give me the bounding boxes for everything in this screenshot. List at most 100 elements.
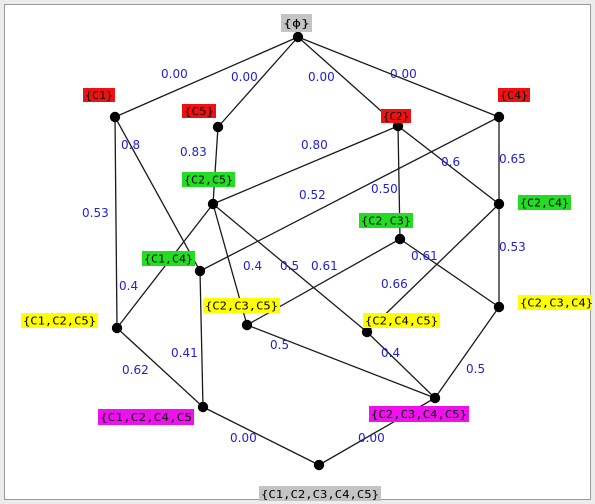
edge-weight-c1c4-c1c2c4c5: 0.41 xyxy=(171,346,198,360)
edge-weight-c2c4-c2c4c5: 0.66 xyxy=(381,277,408,291)
node-label-text-c1c4: {C1,C4} xyxy=(144,253,193,266)
edge-weight-c4-c2c4: 0.65 xyxy=(499,152,526,166)
edge-c1c2c4c5-all xyxy=(202,406,320,466)
node-empty[interactable] xyxy=(292,31,304,43)
node-label-text-c2c5: {C2,C5} xyxy=(184,174,233,187)
node-c1[interactable] xyxy=(109,111,121,123)
node-label-bg-c4 xyxy=(498,88,530,102)
node-label-c1c2c5: {C1,C2,C5} xyxy=(21,313,98,328)
edge-weight-c2c3c4c5-all: 0.00 xyxy=(358,431,385,445)
node-label-c1c2c4c5: {C1,C2,C4,C5 xyxy=(98,409,194,425)
node-label-text-c2c4: {C2,C4} xyxy=(520,197,569,210)
node-label-text-c2c3c5: {C2,C3,C5} xyxy=(205,300,278,313)
node-all[interactable] xyxy=(313,459,325,471)
node-c5[interactable] xyxy=(212,121,224,133)
node-label-c2c5: {C2,C5} xyxy=(182,172,235,187)
edge-c2-c2c4 xyxy=(397,125,500,205)
node-label-text-empty: {ϕ} xyxy=(283,17,310,30)
edge-c2c4-c2c4c5 xyxy=(366,203,500,333)
node-label-bg-c1 xyxy=(83,88,115,102)
node-c2c3c4c5[interactable] xyxy=(429,392,441,404)
edge-empty-c4 xyxy=(297,36,500,118)
node-label-bg-c2c4c5 xyxy=(363,313,440,328)
node-label-text-c2: {C2} xyxy=(383,110,409,123)
node-label-bg-empty xyxy=(281,14,312,32)
edge-c1c4-c1c2c4c5 xyxy=(199,270,204,408)
node-label-empty: {ϕ} xyxy=(281,14,312,32)
edge-c1-c1c4 xyxy=(114,116,201,272)
edge-weight-c2c3-c2c3c5: 0.61 xyxy=(311,259,338,273)
edge-c2-c2c5 xyxy=(212,125,399,205)
node-c2c3[interactable] xyxy=(394,233,406,245)
edge-weight-c2c5-c2c4c5: 0.5 xyxy=(280,259,299,273)
edge-weight-c4-c1c4: 0.80 xyxy=(301,138,328,152)
edge-c1c2c5-c1c2c4c5 xyxy=(116,327,204,408)
node-label-text-c1: {C1} xyxy=(85,89,113,102)
weights-layer: 0.00 0.00 0.00 0.00 0.8 0.83 0.80 0.6 0.65 0.53 0.… xyxy=(82,67,526,445)
edge-weight-c1c2c5-c1c2c4c5: 0.62 xyxy=(122,363,149,377)
edge-weight-empty-c1: 0.00 xyxy=(161,67,188,81)
node-label-bg-c5 xyxy=(182,104,216,118)
node-c2[interactable] xyxy=(392,120,404,132)
node-label-bg-c2c5 xyxy=(182,172,235,187)
node-label-text-c2c3: {C2,C3} xyxy=(361,215,411,228)
node-label-text-c2c4c5: {C2,C4,C5} xyxy=(365,315,438,328)
node-c4[interactable] xyxy=(493,111,505,123)
edge-c2c3-c2c3c4 xyxy=(399,238,500,308)
node-label-text-c2c3c4c5: {C2,C3,C4,C5} xyxy=(371,408,467,421)
labels-layer: {ϕ} {C1} {C5} {C2} {C4} {C2,C5} {C2,C3} {C2,C4}… xyxy=(21,14,592,501)
node-c2c4c5[interactable] xyxy=(361,326,373,338)
edge-weight-c2c3-c2c3c4: 0.61 xyxy=(411,249,438,263)
edge-c2c3c4-c2c3c4c5 xyxy=(434,306,500,399)
node-label-c2c3: {C2,C3} xyxy=(359,213,413,228)
node-label-c2c3c4c5: {C2,C3,C4,C5} xyxy=(369,406,469,422)
node-label-bg-c2c3c4 xyxy=(518,295,592,310)
node-label-c2: {C2} xyxy=(381,109,411,123)
node-label-text-c1c2c4c5: {C1,C2,C4,C5 xyxy=(100,411,192,424)
lattice-graph: 0.00 0.00 0.00 0.00 0.8 0.83 0.80 0.6 0.65 0.53 0.… xyxy=(21,14,592,501)
edge-weight-empty-c4: 0.00 xyxy=(390,67,417,81)
node-label-c2c4: {C2,C4} xyxy=(518,195,571,210)
node-label-bg-c2c3 xyxy=(359,213,413,228)
lattice-diagram-canvas: 0.00 0.00 0.00 0.00 0.8 0.83 0.80 0.6 0.65 0.53 0.… xyxy=(4,4,592,501)
node-c1c4[interactable] xyxy=(194,265,206,277)
node-c1c2c4c5[interactable] xyxy=(197,401,209,413)
node-c2c3c4[interactable] xyxy=(493,301,505,313)
node-label-c2c3c4: {C2,C3,C4} xyxy=(518,295,592,310)
node-label-bg-c2c4 xyxy=(518,195,571,210)
edge-weight-c1c2c4c5-all: 0.00 xyxy=(230,431,257,445)
node-label-bg-c1c2c4c5 xyxy=(98,409,194,425)
edge-weight-c5-c2c5: 0.83 xyxy=(180,145,207,159)
edge-empty-c5 xyxy=(217,36,299,128)
edge-weight-c1-c1c2c5: 0.53 xyxy=(82,206,109,220)
edge-c5-c2c5 xyxy=(212,126,219,205)
node-label-bg-c2c3c4c5 xyxy=(369,406,469,422)
nodes-layer xyxy=(109,31,505,471)
edge-c2c4c5-c2c3c4c5 xyxy=(366,331,436,399)
edge-c1-c1c2c5 xyxy=(114,116,118,329)
edge-c4-c1c4 xyxy=(199,116,500,272)
node-c2c4[interactable] xyxy=(493,198,505,210)
node-label-c5: {C5} xyxy=(182,104,216,118)
edge-weight-c2c5-c2c3c5: 0.4 xyxy=(243,259,262,273)
node-label-bg-c1c2c5 xyxy=(21,313,98,328)
edge-c2c5-c2c4c5 xyxy=(212,203,368,333)
edge-weight-c2-c2c3: 0.50 xyxy=(371,182,398,196)
node-label-text-all: {C1,C2,C3,C4,C5} xyxy=(261,488,379,501)
node-label-bg-c2 xyxy=(381,109,411,123)
node-label-c1: {C1} xyxy=(83,88,115,102)
node-label-c4: {C4} xyxy=(498,88,530,102)
edge-weight-c1-c1c4: 0.8 xyxy=(121,138,140,152)
node-c2c3c5[interactable] xyxy=(241,319,253,331)
node-label-c2c4c5: {C2,C4,C5} xyxy=(363,313,440,328)
node-c2c5[interactable] xyxy=(207,198,219,210)
edge-weight-c2-c2c4: 0.6 xyxy=(441,155,460,169)
node-label-text-c4: {C4} xyxy=(500,89,528,102)
edge-weight-empty-c5: 0.00 xyxy=(231,70,258,84)
node-label-all: {C1,C2,C3,C4,C5} xyxy=(259,486,381,501)
node-c1c2c5[interactable] xyxy=(111,322,123,334)
node-label-bg-c1c4 xyxy=(142,251,195,266)
edge-weight-c2c3c4-c2c3c4c5: 0.5 xyxy=(466,362,485,376)
edge-weight-c2c4c5-c2c3c4c5: 0.4 xyxy=(381,346,400,360)
node-label-bg-all xyxy=(259,486,381,501)
